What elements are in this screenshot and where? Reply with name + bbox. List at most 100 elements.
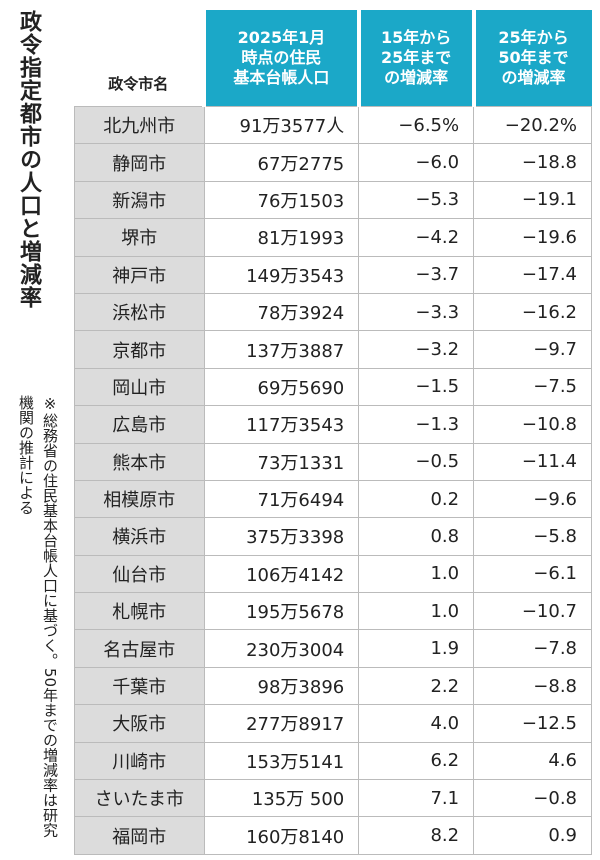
cell: −17.4 (473, 255, 592, 294)
header-line: 2025年1月 (237, 28, 326, 47)
table-row: 堺市 81万1993 −4.2 −19.6 (74, 218, 592, 257)
table-body: 北九州市 91万3577人 −6.5% −20.2% 静岡市 67万2775 −6.0 −18… (74, 105, 592, 855)
header-cell: 政令市名 (75, 10, 205, 107)
cell: 375万3398 (203, 517, 360, 556)
cell: −6.0 (358, 143, 475, 182)
cell: 0.9 (473, 816, 592, 855)
cell: 0.2 (358, 479, 475, 519)
cell: −3.7 (358, 255, 475, 294)
city-name: 岡山市 (74, 367, 205, 407)
cell: −16.2 (473, 292, 592, 332)
cell: 230万3004 (203, 629, 360, 668)
header-line: 基本台帳人口 (233, 68, 330, 87)
city-name: 広島市 (74, 405, 205, 444)
cell: 153万5141 (203, 741, 360, 781)
cell: 67万2775 (203, 143, 360, 182)
city-name: 大阪市 (74, 704, 205, 743)
cell: −7.8 (473, 629, 592, 668)
cell: 195万5678 (203, 592, 360, 631)
cell: −10.7 (473, 592, 592, 631)
header-cell: 25年から 50年まで の増減率 (471, 10, 592, 107)
cell: 1.0 (358, 592, 475, 631)
cell: 135万 500 (203, 779, 360, 818)
cell: −3.3 (358, 292, 475, 332)
table-row: 仙台市 106万4142 1.0 −6.1 (74, 554, 592, 594)
table-row: 北九州市 91万3577人 −6.5% −20.2% (74, 105, 592, 145)
cell: 149万3543 (203, 255, 360, 294)
header-line: 時点の住民 (241, 48, 322, 67)
table-row: 京都市 137万3887 −3.2 −9.7 (74, 330, 592, 369)
cell: −1.5 (358, 367, 475, 407)
cell: 2.2 (358, 666, 475, 706)
table-row: 横浜市 375万3398 0.8 −5.8 (74, 517, 592, 556)
cell: 4.0 (358, 704, 475, 743)
cell: −6.5% (358, 105, 475, 145)
cell: 73万1331 (203, 442, 360, 481)
cell: 76万1503 (203, 180, 360, 220)
cell: −10.8 (473, 405, 592, 444)
city-name: 相模原市 (74, 479, 205, 519)
cell: −3.2 (358, 330, 475, 369)
cell: −1.3 (358, 405, 475, 444)
cell: −7.5 (473, 367, 592, 407)
table-row: 名古屋市 230万3004 1.9 −7.8 (74, 629, 592, 668)
header-line: 50年まで (498, 48, 569, 67)
cell: 91万3577人 (203, 105, 360, 145)
city-name: 名古屋市 (74, 629, 205, 668)
city-name: 神戸市 (74, 255, 205, 294)
cell: −5.3 (358, 180, 475, 220)
cell: 7.1 (358, 779, 475, 818)
header-cell: 2025年1月 時点の住民 基本台帳人口 (202, 10, 359, 107)
table-row: 札幌市 195万5678 1.0 −10.7 (74, 592, 592, 631)
cell: 0.8 (358, 517, 475, 556)
cell: 160万8140 (203, 816, 360, 855)
table-row: 相模原市 71万6494 0.2 −9.6 (74, 479, 592, 519)
table-row: 浜松市 78万3924 −3.3 −16.2 (74, 292, 592, 332)
cell: 117万3543 (203, 405, 360, 444)
city-name: 北九州市 (74, 105, 205, 145)
cell: 106万4142 (203, 554, 360, 594)
cell: −8.8 (473, 666, 592, 706)
cell: 71万6494 (203, 479, 360, 519)
cell: 8.2 (358, 816, 475, 855)
cell: −0.5 (358, 442, 475, 481)
table-row: 神戸市 149万3543 −3.7 −17.4 (74, 255, 592, 294)
city-name: 札幌市 (74, 592, 205, 631)
header-cell: 15年から 25年まで の増減率 (356, 10, 474, 107)
table-row: 福岡市 160万8140 8.2 0.9 (74, 816, 592, 855)
city-name: 浜松市 (74, 292, 205, 332)
city-name: 川崎市 (74, 741, 205, 781)
cell: 6.2 (358, 741, 475, 781)
table-row: 川崎市 153万5141 6.2 4.6 (74, 741, 592, 781)
city-name: 新潟市 (74, 180, 205, 220)
header-line: 政令市名 (108, 75, 169, 93)
header-line: 25年まで (381, 48, 452, 67)
table-row: 静岡市 67万2775 −6.0 −18.8 (74, 143, 592, 182)
cell: −12.5 (473, 704, 592, 743)
table-row: 広島市 117万3543 −1.3 −10.8 (74, 405, 592, 444)
cell: 4.6 (473, 741, 592, 781)
city-name: 横浜市 (74, 517, 205, 556)
city-name: 熊本市 (74, 442, 205, 481)
note: ※総務省の住民基本台帳人口に基づく。50年までの増減率は研究機関の推計による (17, 395, 59, 838)
cell: −20.2% (473, 105, 592, 145)
title: 政令指定都市の人口と増減率 (16, 10, 41, 309)
cell: −11.4 (473, 442, 592, 481)
header-line: 25年から (498, 28, 569, 47)
table-row: 新潟市 76万1503 −5.3 −19.1 (74, 180, 592, 220)
cell: −19.6 (473, 218, 592, 257)
header-line: 15年から (381, 28, 452, 47)
city-name: さいたま市 (74, 779, 205, 818)
population-table: 政令市名 2025年1月 時点の住民 基本台帳人口 15年から 25年まで の増減率 25年か… (74, 10, 592, 855)
cell: −4.2 (358, 218, 475, 257)
cell: −19.1 (473, 180, 592, 220)
cell: −9.6 (473, 479, 592, 519)
city-name: 堺市 (74, 218, 205, 257)
cell: 277万8917 (203, 704, 360, 743)
cell: 78万3924 (203, 292, 360, 332)
table-row: 千葉市 98万3896 2.2 −8.8 (74, 666, 592, 706)
cell: −5.8 (473, 517, 592, 556)
cell: 81万1993 (203, 218, 360, 257)
header-line: の増減率 (384, 68, 449, 87)
